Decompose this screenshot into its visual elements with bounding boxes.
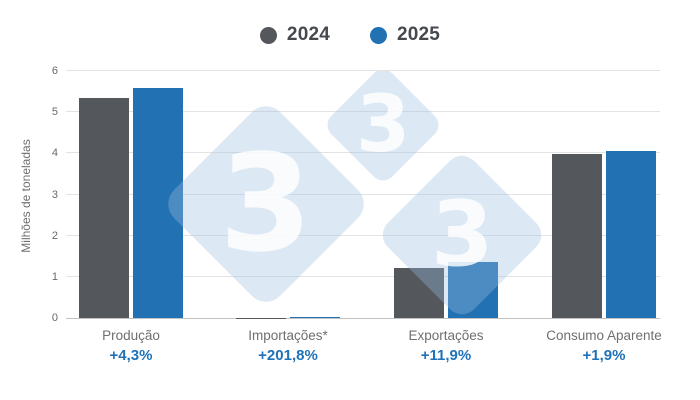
y-tick-label: 6 [51,65,58,77]
chart-legend: 2024 2025 [0,18,700,52]
bar-2025-exportações [448,262,498,318]
gridline [66,193,660,195]
gridline [66,275,660,277]
gridline [66,111,660,113]
legend-label: 2024 [286,24,330,45]
legend-dot-icon [370,26,387,44]
variation-label: +1,9% [582,347,626,364]
bar-2025-consumo-aparente [606,150,656,318]
legend-label: 2025 [397,24,441,45]
bar-2024-exportações [394,267,444,318]
bar-2024-produção [79,97,129,318]
x-axis-label: Exportações [408,328,484,343]
variation-label: +4,3% [109,347,153,364]
y-tick-label: 2 [51,229,58,242]
y-tick-label: 3 [51,188,58,201]
y-tick-label: 5 [51,106,58,119]
legend-item-2025[interactable]: 2025 [370,24,440,46]
bar-2025-importações* [290,316,340,318]
y-tick-label: 1 [51,270,58,283]
gridline [66,152,660,154]
legend-dot-icon [259,26,277,44]
variation-label: +11,9% [420,347,472,364]
gridline [66,234,660,236]
x-axis-label: Produção [102,328,160,343]
legend-item-2024[interactable]: 2024 [259,24,330,46]
gridline [66,70,660,71]
variation-label: +201,8% [258,347,318,364]
bar-2024-consumo-aparente [552,154,602,318]
y-tick-label: 0 [51,312,58,324]
bar-2025-produção [133,88,183,318]
plot-area [66,70,660,319]
y-tick-label: 4 [51,147,58,160]
x-axis-label: Importações* [248,328,328,343]
x-axis-label: Consumo Aparente [546,328,662,343]
